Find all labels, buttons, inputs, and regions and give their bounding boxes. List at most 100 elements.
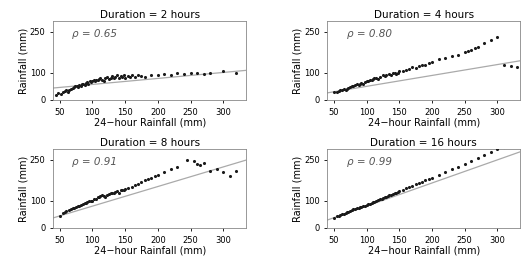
Point [196,163,204,167]
Point [393,190,402,194]
Point [117,75,126,79]
Point [349,84,358,88]
Point [379,196,387,200]
Point [361,204,370,208]
Point [108,74,116,78]
Point [412,66,420,70]
Point [68,86,77,90]
Point [424,177,433,181]
Point [121,76,130,80]
Title: Duration = 16 hours: Duration = 16 hours [371,138,477,148]
Point [219,170,227,174]
Point [385,193,393,197]
Point [460,50,469,54]
Point [93,195,102,200]
Point [137,180,145,184]
Point [355,205,363,210]
Point [83,200,91,204]
Point [76,84,85,89]
Point [364,202,372,206]
Point [374,198,383,202]
Point [393,71,402,75]
Point [367,201,376,205]
Point [110,76,118,80]
Point [421,178,430,182]
Point [62,88,71,92]
Point [369,200,378,204]
Point [87,80,95,84]
Point [88,79,97,84]
Point [108,190,116,195]
Point [362,203,371,207]
Point [119,73,128,78]
Point [87,199,95,203]
Point [95,77,103,81]
Point [341,211,350,215]
Point [441,170,449,174]
Point [470,46,479,50]
Point [337,88,346,92]
Point [88,199,97,203]
Point [147,73,156,78]
Point [82,201,90,205]
Point [102,75,111,79]
Point [100,194,108,198]
Point [160,72,169,76]
Point [382,194,390,199]
Point [131,75,139,79]
Point [395,189,404,193]
Point [418,179,426,184]
Point [75,83,83,87]
Point [359,82,367,86]
Point [346,85,355,89]
Point [330,215,338,220]
Point [111,190,119,194]
Point [137,74,145,78]
Title: Duration = 4 hours: Duration = 4 hours [374,10,474,20]
Point [219,69,227,73]
Text: ρ = 0.65: ρ = 0.65 [72,29,117,39]
Point [141,75,149,79]
Point [389,71,397,75]
Point [58,90,67,94]
Point [113,189,122,193]
Point [101,194,110,199]
Point [379,73,387,78]
Point [390,71,399,75]
Point [434,173,443,177]
Point [418,62,426,67]
Point [375,75,384,79]
Point [173,165,182,169]
Point [55,214,64,218]
Point [101,76,110,80]
Point [84,82,93,86]
Point [513,139,521,143]
Point [76,203,85,207]
Point [111,75,119,79]
Point [106,75,115,80]
Point [387,73,396,77]
Point [408,65,417,69]
Point [353,206,361,210]
Point [349,207,358,211]
Point [114,190,123,195]
X-axis label: 24−hour Rainfall (mm): 24−hour Rainfall (mm) [93,118,206,128]
Point [62,209,71,213]
Point [72,205,80,209]
Point [474,156,482,160]
Point [385,72,393,76]
Point [57,92,65,96]
Point [63,90,72,94]
Point [82,81,90,85]
Point [361,80,370,84]
Point [339,87,348,91]
Point [487,150,495,154]
Point [173,71,182,75]
Point [336,88,345,92]
Point [398,188,407,192]
Y-axis label: Rainfall (mm): Rainfall (mm) [293,27,303,94]
Point [110,191,118,195]
Point [421,63,430,67]
Point [126,75,134,79]
Point [232,71,241,75]
